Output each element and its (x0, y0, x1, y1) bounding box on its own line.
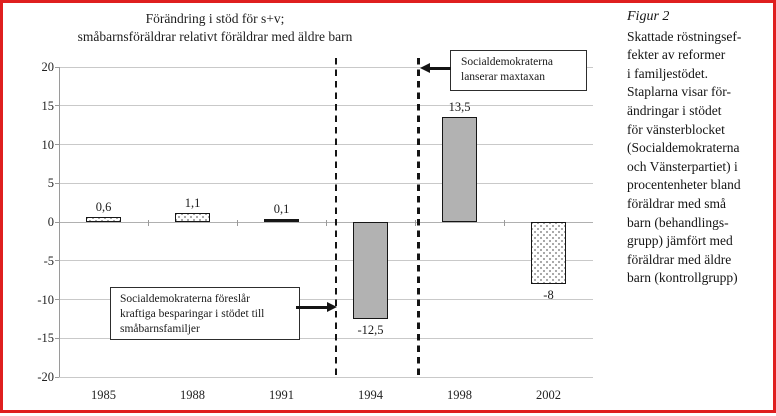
x-axis-tick (237, 220, 238, 226)
y-axis-tick-label: 20 (41, 60, 55, 74)
y-axis-tick-label: -5 (43, 253, 54, 268)
x-axis-tick (148, 220, 149, 226)
y-axis-tick-label: 15 (41, 98, 55, 113)
x-axis-tick-label: 2002 (536, 388, 561, 402)
arrow-left-icon (420, 63, 430, 73)
y-axis-tick-label: 10 (41, 137, 55, 152)
y-axis-tick-label: 0 (47, 215, 54, 229)
gridline (59, 337, 593, 339)
y-axis-tick (55, 299, 59, 300)
x-axis-tick-label: 1985 (91, 388, 116, 402)
x-axis-tick (415, 220, 416, 226)
annotation-arrow-maxtaxa-shaft (429, 67, 451, 70)
gridline (59, 260, 593, 262)
gridline (59, 66, 593, 68)
y-axis-tick-label: -10 (37, 292, 54, 307)
y-axis-tick-label: 5 (47, 176, 54, 191)
arrow-right-icon (327, 302, 337, 312)
bar-1988 (175, 213, 210, 222)
bar-1985 (86, 217, 121, 222)
bar-value-label: -12,5 (357, 322, 384, 337)
bar-1994 (353, 222, 388, 319)
bar-1991 (264, 218, 299, 222)
bar-value-label: -8 (543, 288, 554, 302)
figure-caption: Figur 2 Skattade röstningsef- fekter av … (627, 8, 775, 288)
bar-value-label: 0,6 (95, 200, 112, 215)
y-axis-tick (55, 105, 59, 107)
gridline (59, 105, 593, 107)
y-axis-tick (55, 182, 59, 184)
y-axis-tick (55, 260, 59, 262)
gridline (59, 144, 593, 145)
bar-value-label: 0,1 (273, 201, 290, 216)
figure-label: Figur 2 (627, 9, 670, 24)
y-axis-line (59, 67, 61, 377)
x-axis-tick-label: 1988 (180, 388, 205, 402)
y-axis-tick (55, 221, 59, 223)
annotation-box-maxtaxa: Socialdemokraterna lanserar maxtaxan (450, 50, 587, 91)
event-dashed-line (334, 58, 338, 377)
x-axis-tick-label: 1994 (358, 388, 383, 402)
x-axis-tick (326, 220, 327, 226)
annotation-box-savings: Socialdemokraterna föreslår kraftiga bes… (110, 287, 300, 340)
gridline (59, 182, 593, 184)
y-axis-tick (55, 66, 59, 68)
gridline (59, 299, 593, 300)
y-axis-tick (55, 337, 59, 339)
event-dashed-line (417, 58, 420, 377)
y-axis-tick (55, 144, 59, 145)
bar-value-label: 13,5 (448, 100, 471, 115)
bar-value-label: 1,1 (184, 196, 201, 211)
x-axis-tick-label: 1998 (447, 388, 472, 402)
bar-2002 (531, 222, 566, 284)
y-axis-tick (55, 376, 59, 378)
bar-1998 (442, 117, 477, 222)
y-axis-tick-label: -20 (37, 370, 54, 384)
x-axis-tick (504, 220, 505, 226)
gridline (59, 376, 593, 378)
annotation-arrow-savings-shaft (296, 306, 329, 309)
chart-title: Förändring i stöd för s+v; småbarnsföräl… (77, 11, 353, 44)
figure-caption-text: Skattade röstningsef- fekter av reformer… (627, 28, 742, 286)
y-axis-tick-label: -15 (37, 331, 54, 346)
x-axis-tick-label: 1991 (269, 388, 294, 402)
